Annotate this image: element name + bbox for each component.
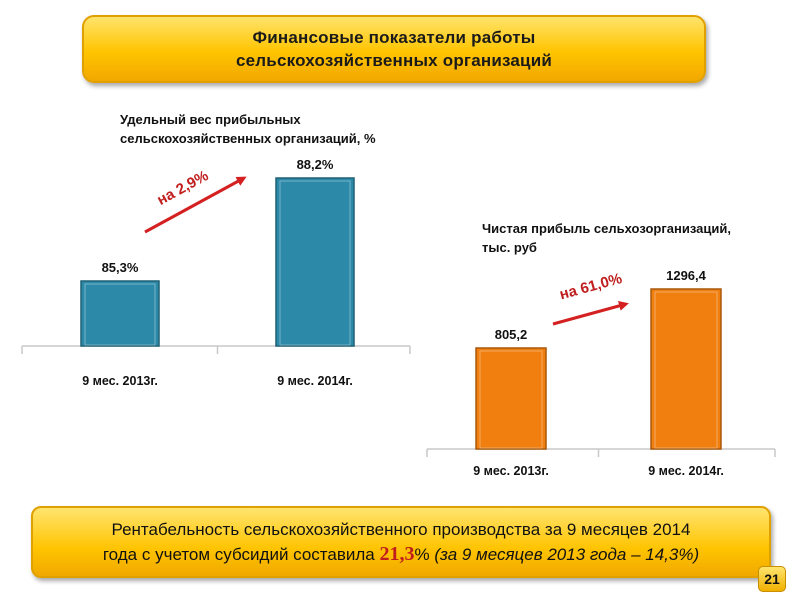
chart1-bar-2 [275, 177, 355, 347]
summary-line2: года с учетом субсидий составила 21,3% (… [103, 542, 699, 567]
summary-banner: Рентабельность сельскохозяйственного про… [31, 506, 771, 578]
chart1-bar-1 [80, 280, 160, 347]
chart2-bar-highlight-1 [479, 350, 543, 449]
chart2-title-line2: тыс. руб [482, 240, 537, 255]
chart2-annotation: на 61,0% [558, 270, 624, 303]
chart1-bar-highlight-2 [279, 180, 351, 346]
chart2-data-label-1: 805,2 [495, 327, 528, 342]
chart1-x-tick-label-2: 9 мес. 2014г. [277, 374, 353, 388]
page-title-line1: Финансовые показатели работы [252, 28, 536, 47]
chart2-x-tick-label-2: 9 мес. 2014г. [648, 464, 724, 478]
chart1-data-label-2: 88,2% [297, 157, 334, 172]
page-number: 21 [758, 566, 786, 592]
chart1-x-tick-label-1: 9 мес. 2013г. [82, 374, 158, 388]
chart1-title-line1: Удельный вес прибыльных [120, 112, 301, 127]
chart2-growth-arrow [552, 301, 629, 326]
chart2-bar-2 [650, 288, 722, 450]
chart2-data-label-2: 1296,4 [666, 268, 707, 283]
summary-text: года с учетом субсидий составила [102, 545, 380, 564]
chart2-title: Чистая прибыль сельхозорганизаций, тыс. … [482, 219, 732, 257]
chart2-x-tick-label-1: 9 мес. 2013г. [473, 464, 549, 478]
summary-percent: % [414, 545, 435, 564]
chart1-growth-arrow [144, 176, 247, 234]
chart2-bar-highlight-2 [654, 291, 718, 449]
title-banner: Финансовые показатели работы сельскохозя… [82, 15, 706, 83]
chart2-bar-1 [475, 347, 547, 450]
chart1-bar-highlight-1 [84, 283, 156, 346]
summary-value: 21,3 [379, 543, 415, 565]
chart1-data-label-1: 85,3% [102, 260, 139, 275]
chart2-title-line1: Чистая прибыль сельхозорганизаций, [482, 221, 731, 236]
summary-comparison: (за 9 месяцев 2013 года – 14,3%) [434, 545, 700, 564]
chart1-title: Удельный вес прибыльных сельскохозяйстве… [120, 110, 380, 148]
chart1-title-line2: сельскохозяйственных организаций, % [120, 131, 376, 146]
chart1-annotation: на 2,9% [154, 167, 211, 209]
page-title-line2: сельскохозяйственных организаций [235, 51, 553, 70]
summary-line1: Рентабельность сельскохозяйственного про… [111, 520, 691, 539]
